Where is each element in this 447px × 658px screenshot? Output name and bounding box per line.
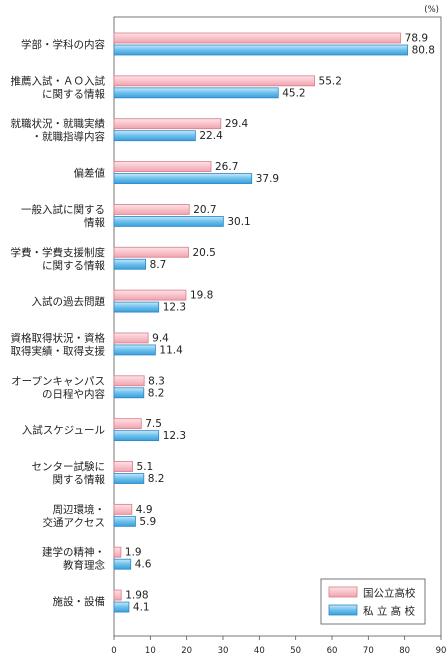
category-label: 施設・設備 xyxy=(53,595,106,608)
bar-private xyxy=(113,601,130,613)
bar-public xyxy=(113,375,145,387)
value-label-public: 20.7 xyxy=(193,204,216,216)
value-label-public: 9.4 xyxy=(152,332,169,344)
x-tick-label: 10 xyxy=(145,646,156,656)
category-label: 交通アクセス xyxy=(43,516,105,529)
category-label: 就職状況・就職実績 xyxy=(11,117,106,130)
legend-box xyxy=(320,578,426,625)
x-tick-label: 80 xyxy=(399,646,410,656)
category-label: 関する情報 xyxy=(53,473,106,486)
bar-public xyxy=(113,246,189,258)
category-label: 情報 xyxy=(84,216,105,229)
value-label-private: 8.2 xyxy=(148,473,165,485)
value-label-public: 1.98 xyxy=(125,590,148,602)
legend-swatch-private xyxy=(328,604,358,616)
x-tick-label: 40 xyxy=(254,646,265,656)
value-label-public: 26.7 xyxy=(215,161,238,173)
bar-private xyxy=(113,44,408,56)
value-label-public: 20.5 xyxy=(192,247,215,259)
category-label: 資格取得状況・資格 xyxy=(11,331,106,344)
value-label-private: 22.4 xyxy=(199,130,223,142)
value-label-public: 4.9 xyxy=(136,504,153,516)
bar-private xyxy=(113,301,160,313)
value-label-private: 4.6 xyxy=(135,559,152,571)
bar-private xyxy=(113,387,145,399)
bar-public xyxy=(113,546,122,558)
category-label: オープンキャンパス xyxy=(11,375,105,387)
x-tick-label: 90 xyxy=(436,646,447,656)
value-label-public: 5.1 xyxy=(137,461,154,473)
value-label-public: 19.8 xyxy=(190,290,213,302)
x-tick-label: 20 xyxy=(181,646,192,656)
category-label: 学費・学費支援制度 xyxy=(11,246,106,259)
bar-private xyxy=(113,173,253,184)
bar-private xyxy=(113,258,147,270)
category-label: 教育理念 xyxy=(63,559,105,572)
category-label: ・就職指導内容 xyxy=(32,130,106,143)
value-label-private: 4.1 xyxy=(133,602,150,614)
value-label-public: 55.2 xyxy=(319,75,342,87)
value-label-private: 11.4 xyxy=(159,344,183,356)
value-label-private: 45.2 xyxy=(282,87,305,99)
value-label-public: 7.5 xyxy=(145,418,162,430)
x-tick-label: 60 xyxy=(327,646,338,656)
category-label: 取得実績・取得支援 xyxy=(11,344,106,357)
bar-public xyxy=(113,161,212,172)
bar-public xyxy=(113,461,133,472)
category-label: に関する情報 xyxy=(42,259,105,272)
bar-public xyxy=(113,75,315,87)
category-label: 学部・学科の内容 xyxy=(21,38,105,51)
bar-private xyxy=(113,215,224,227)
legend-swatch-public xyxy=(328,586,358,598)
category-label: 入試の過去問題 xyxy=(32,295,106,308)
legend-label-private: 私 立 高 校 xyxy=(363,605,416,618)
bar-public xyxy=(113,589,122,601)
value-label-public: 78.9 xyxy=(405,33,428,45)
category-label: 周辺環境・ xyxy=(53,503,106,516)
value-label-private: 8.7 xyxy=(150,259,167,271)
bar-private xyxy=(113,515,136,527)
bar-private xyxy=(113,130,196,142)
value-label-private: 80.8 xyxy=(412,45,435,57)
bar-public xyxy=(113,118,222,130)
bar-public xyxy=(113,203,190,215)
value-label-public: 1.9 xyxy=(125,547,142,559)
value-label-private: 12.3 xyxy=(163,302,186,314)
value-label-private: 30.1 xyxy=(227,216,250,228)
category-label: 推薦入試・ＡＯ入試 xyxy=(11,74,106,87)
category-label: の日程や内容 xyxy=(42,387,105,400)
value-label-private: 8.2 xyxy=(148,387,165,399)
value-label-private: 37.9 xyxy=(256,173,279,185)
bar-public xyxy=(113,418,142,430)
value-label-public: 29.4 xyxy=(225,118,249,130)
category-label: 一般入試に関する xyxy=(21,203,105,216)
value-label-private: 5.9 xyxy=(139,516,156,528)
bar-public xyxy=(113,332,149,344)
x-tick-label: 0 xyxy=(111,646,116,656)
value-label-private: 12.3 xyxy=(163,430,186,442)
bar-private xyxy=(113,87,279,99)
bar-public xyxy=(113,503,133,515)
bar-private xyxy=(113,430,160,442)
bar-public xyxy=(113,289,187,301)
category-label: 建学の精神・ xyxy=(42,546,105,559)
value-label-public: 8.3 xyxy=(148,375,165,387)
bar-public xyxy=(113,32,402,44)
x-tick-label: 30 xyxy=(218,646,229,656)
category-label: に関する情報 xyxy=(42,87,105,100)
bar-private xyxy=(113,558,132,570)
bar-private xyxy=(113,473,145,484)
category-label: センター試験に xyxy=(32,460,106,473)
x-tick-label: 70 xyxy=(363,646,374,656)
category-label: 入試スケジュール xyxy=(22,424,105,437)
unit-label: (%) xyxy=(424,5,439,15)
x-tick-label: 50 xyxy=(290,646,301,656)
bar-private xyxy=(113,344,156,356)
category-label: 偏差値 xyxy=(74,167,106,180)
legend-label-public: 国公立高校 xyxy=(363,587,416,600)
plot-frame xyxy=(113,16,442,637)
